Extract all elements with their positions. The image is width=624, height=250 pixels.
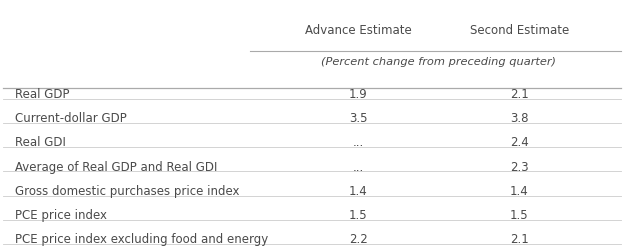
- Text: 2.3: 2.3: [510, 160, 529, 173]
- Text: 2.1: 2.1: [510, 232, 529, 245]
- Text: 3.8: 3.8: [510, 112, 529, 125]
- Text: 1.5: 1.5: [510, 208, 529, 221]
- Text: 1.5: 1.5: [349, 208, 368, 221]
- Text: Average of Real GDP and Real GDI: Average of Real GDP and Real GDI: [15, 160, 218, 173]
- Text: 1.9: 1.9: [349, 88, 368, 101]
- Text: (Percent change from preceding quarter): (Percent change from preceding quarter): [321, 56, 556, 66]
- Text: PCE price index excluding food and energy: PCE price index excluding food and energ…: [15, 232, 268, 245]
- Text: 3.5: 3.5: [349, 112, 368, 125]
- Text: 1.4: 1.4: [510, 184, 529, 197]
- Text: 1.4: 1.4: [349, 184, 368, 197]
- Text: ...: ...: [353, 136, 364, 149]
- Text: Second Estimate: Second Estimate: [469, 24, 569, 37]
- Text: Gross domestic purchases price index: Gross domestic purchases price index: [15, 184, 240, 197]
- Text: Real GDI: Real GDI: [15, 136, 66, 149]
- Text: 2.1: 2.1: [510, 88, 529, 101]
- Text: ...: ...: [353, 160, 364, 173]
- Text: Real GDP: Real GDP: [15, 88, 70, 101]
- Text: Current-dollar GDP: Current-dollar GDP: [15, 112, 127, 125]
- Text: 2.2: 2.2: [349, 232, 368, 245]
- Text: 2.4: 2.4: [510, 136, 529, 149]
- Text: PCE price index: PCE price index: [15, 208, 107, 221]
- Text: Advance Estimate: Advance Estimate: [305, 24, 412, 37]
